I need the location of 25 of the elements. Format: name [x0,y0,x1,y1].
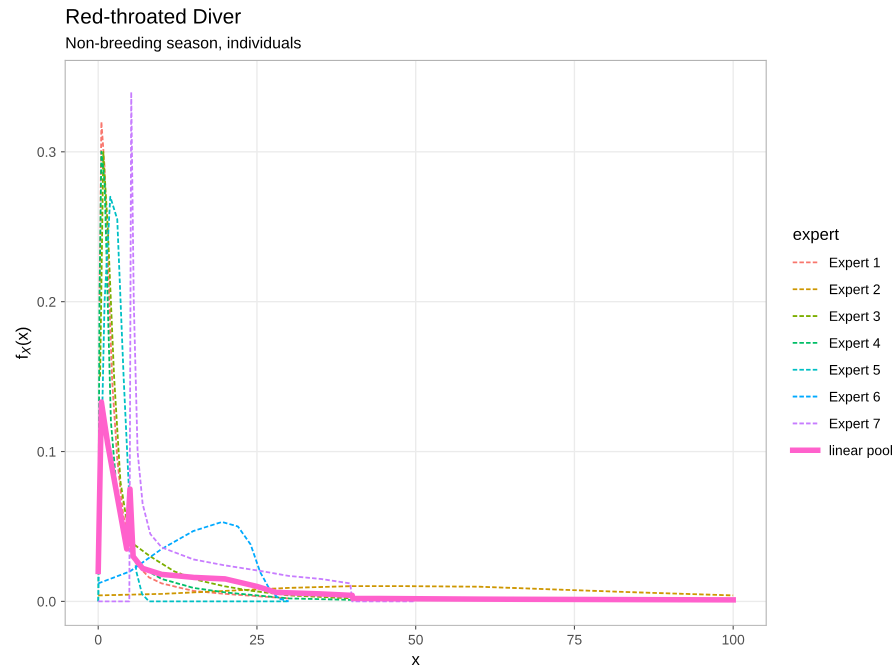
x-axis-title: x [412,656,420,665]
line-series [97,521,290,602]
legend-label: Expert 3 [830,311,880,324]
line-series [97,585,734,596]
x-tick-label: 50 [408,634,423,645]
y-tick-label: 0.2 [37,297,56,307]
legend-label: Expert 1 [830,258,880,270]
chart-subtitle: Non-breeding season, individuals [66,36,301,52]
legend-label: Expert 7 [830,418,880,432]
legend-label: Expert 5 [830,365,880,378]
y-tick-label: 0.0 [37,596,56,607]
x-tick-label: 0 [94,634,102,645]
x-tick-label: 100 [722,634,744,645]
x-tick-label: 75 [567,634,582,645]
y-tick-label: 0.3 [37,147,56,157]
chart-title: Red-throated Diver [66,8,241,24]
legend-label: Expert 4 [830,338,880,351]
legend-label: linear pool [830,445,892,458]
line-series [98,120,290,600]
y-axis-title: f$_{X}$(x) [16,328,32,360]
legend-label: Expert 6 [830,392,880,404]
legend-label: Expert 2 [830,284,880,297]
legend-title: expert [793,229,839,244]
x-tick-label: 25 [250,634,264,645]
y-tick-label: 0.1 [37,446,56,457]
